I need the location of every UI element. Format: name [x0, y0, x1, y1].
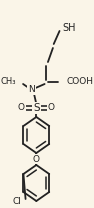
Text: O: O: [18, 104, 25, 113]
Text: O: O: [33, 155, 40, 163]
Text: SH: SH: [62, 23, 75, 33]
Text: Cl: Cl: [13, 198, 21, 207]
Text: CH₃: CH₃: [1, 78, 16, 87]
Text: S: S: [33, 103, 40, 113]
Text: COOH: COOH: [66, 78, 93, 87]
Text: N: N: [28, 85, 35, 94]
Text: O: O: [48, 104, 55, 113]
